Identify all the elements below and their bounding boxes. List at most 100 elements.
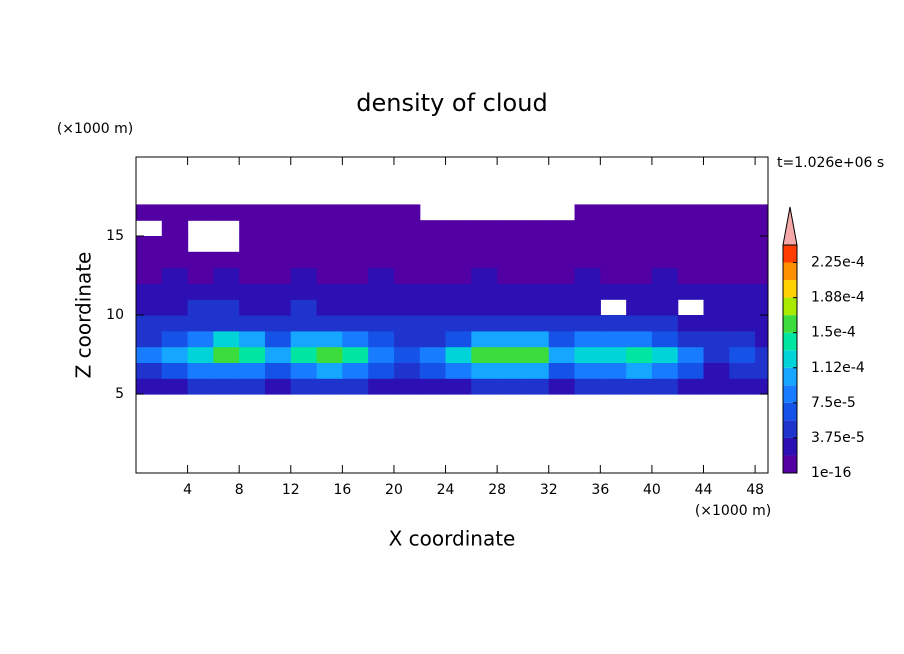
field-cell (574, 315, 601, 332)
field-cell (239, 362, 266, 379)
field-cell (213, 267, 240, 284)
field-cell (368, 378, 395, 395)
field-cell (316, 315, 343, 332)
x-tick-label: 28 (488, 482, 506, 498)
field-cell (626, 362, 653, 379)
field-cell (239, 299, 266, 316)
field-cell (419, 220, 447, 237)
colorbar-band (783, 385, 797, 403)
field-cell (626, 267, 653, 284)
field-cell (393, 267, 421, 284)
field-cell (651, 220, 679, 237)
field-cell (368, 283, 395, 300)
field-cell (316, 220, 343, 237)
field-cell (626, 299, 653, 316)
field-cell (393, 299, 421, 316)
field-cell (574, 236, 601, 253)
field-cell (342, 346, 369, 363)
field-cell (651, 362, 679, 379)
field-cell (316, 251, 343, 269)
field-cell (651, 283, 679, 300)
field-cell (626, 283, 653, 300)
field-cell (600, 267, 627, 284)
x-tick-label: 32 (540, 482, 558, 498)
field-cell (574, 346, 601, 363)
field-cell (213, 299, 240, 316)
field-cell (161, 204, 189, 221)
field-cell (290, 251, 318, 269)
field-cell (677, 204, 705, 221)
field-cell (600, 346, 627, 363)
field-cell (213, 315, 240, 332)
colorbar-tick-label: 7.5e-5 (811, 395, 856, 411)
field-cell (729, 283, 756, 300)
field-cell (548, 267, 576, 284)
field-cell (471, 315, 498, 332)
field-cell (755, 378, 768, 395)
colorbar-tick-label: 1e-16 (811, 465, 851, 481)
field-cell (703, 299, 730, 316)
colorbar-tick-label: 1.12e-4 (811, 360, 865, 376)
y-unit: (×1000 m) (57, 121, 133, 137)
field-cell (651, 299, 679, 316)
colorbar-tick-label: 3.75e-5 (811, 430, 865, 446)
field-cell (651, 204, 679, 221)
x-tick-label: 24 (437, 482, 455, 498)
field-cell (703, 236, 730, 253)
field-cell (419, 251, 447, 269)
field-cell (239, 283, 266, 300)
field-cell (574, 299, 601, 316)
field-cell (136, 315, 163, 332)
field-cell (136, 330, 163, 348)
field-cell (755, 346, 768, 363)
field-cell (264, 378, 292, 395)
field-cell (187, 378, 214, 395)
field-cell (626, 330, 653, 348)
field-cell (290, 346, 318, 363)
field-cell (419, 299, 447, 316)
field-cell (574, 267, 601, 284)
field-cell (548, 236, 576, 253)
field-cell (136, 378, 163, 395)
field-cell (445, 236, 472, 253)
field-cell (548, 315, 576, 332)
colorbar-band (783, 402, 797, 421)
field-cell (522, 251, 550, 269)
field-cell (626, 346, 653, 363)
field-cell (522, 299, 550, 316)
x-axis-label: X coordinate (389, 527, 516, 551)
field-cell (342, 204, 369, 221)
field-cell (419, 378, 447, 395)
y-tick-label: 5 (115, 386, 124, 402)
field-cell (755, 251, 768, 269)
field-cell (161, 236, 189, 253)
y-tick-label: 10 (106, 307, 124, 323)
field-cell (368, 220, 395, 237)
field-cell (316, 236, 343, 253)
field-cell (574, 283, 601, 300)
field-cell (342, 283, 369, 300)
field-cell (187, 251, 214, 269)
field-cell (419, 346, 447, 363)
field-cell (213, 346, 240, 363)
field-cell (342, 220, 369, 237)
field-cell (471, 251, 498, 269)
field-cell (522, 346, 550, 363)
field-cell (703, 204, 730, 221)
x-tick-label: 20 (385, 482, 403, 498)
field-cell (290, 267, 318, 284)
field-cell (729, 299, 756, 316)
field-cell (729, 251, 756, 269)
colorbar-tick-label: 1.88e-4 (811, 290, 865, 306)
field-cell (239, 204, 266, 221)
field-cell (264, 220, 292, 237)
field-cell (548, 362, 576, 379)
field-cell (213, 204, 240, 221)
field-cell (316, 362, 343, 379)
field-cell (368, 362, 395, 379)
field-cell (729, 204, 756, 221)
field-cell (548, 251, 576, 269)
field-cell (316, 378, 343, 395)
field-cell (342, 236, 369, 253)
field-cell (651, 236, 679, 253)
